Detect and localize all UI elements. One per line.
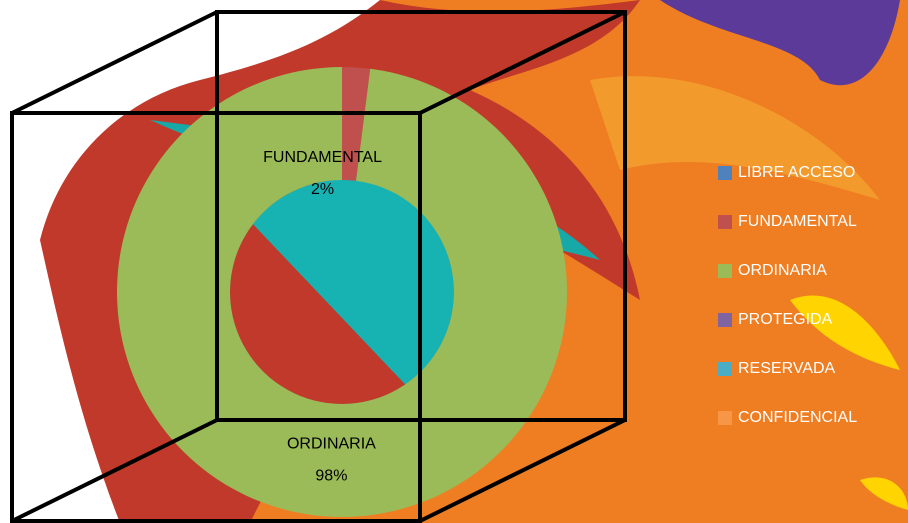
legend-label: CONFIDENCIAL <box>738 409 857 426</box>
legend-label: LIBRE ACCESO <box>738 164 855 181</box>
legend-swatch <box>718 166 732 180</box>
legend-swatch <box>718 215 732 229</box>
legend-swatch <box>718 362 732 376</box>
data-label-value: 2% <box>311 181 334 198</box>
background-shape <box>790 295 900 370</box>
legend-swatch <box>718 411 732 425</box>
data-label-category: ORDINARIA <box>287 435 376 452</box>
donut-slice <box>116 67 567 517</box>
legend-label: ORDINARIA <box>738 262 827 279</box>
background-shape <box>660 0 900 86</box>
background-shape <box>860 477 908 510</box>
legend-swatch <box>718 264 732 278</box>
cube-outline <box>10 10 627 523</box>
legend-label: PROTEGIDA <box>738 311 833 328</box>
data-label-category: FUNDAMENTAL <box>263 149 382 166</box>
donut-hole <box>230 180 454 404</box>
legend: LIBRE ACCESO FUNDAMENTAL ORDINARIA PROTEGID… <box>718 164 857 426</box>
data-label-value: 98% <box>315 467 347 484</box>
legend-swatch <box>718 313 732 327</box>
background-shape <box>590 76 880 200</box>
legend-label: FUNDAMENTAL <box>738 213 857 230</box>
data-labels: FUNDAMENTAL 2% ORDINARIA 98% <box>263 149 382 484</box>
donut-slice <box>342 67 371 181</box>
donut <box>116 67 567 517</box>
legend-label: RESERVADA <box>738 360 836 377</box>
